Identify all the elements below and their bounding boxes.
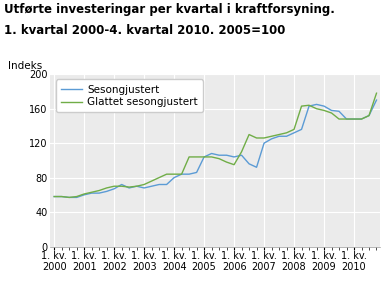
Glattet sesongjustert xyxy=(82,192,87,196)
Glattet sesongjustert xyxy=(262,136,267,140)
Sesongjustert xyxy=(217,154,222,157)
Glattet sesongjustert xyxy=(194,155,199,159)
Glattet sesongjustert xyxy=(292,128,296,131)
Glattet sesongjustert xyxy=(120,184,124,188)
Sesongjustert xyxy=(314,103,319,106)
Glattet sesongjustert xyxy=(97,189,102,192)
Glattet sesongjustert xyxy=(329,111,334,115)
Sesongjustert xyxy=(247,162,251,166)
Glattet sesongjustert xyxy=(352,117,356,121)
Sesongjustert xyxy=(157,183,161,186)
Glattet sesongjustert xyxy=(322,109,326,112)
Sesongjustert xyxy=(367,114,371,117)
Glattet sesongjustert xyxy=(344,117,349,121)
Sesongjustert xyxy=(374,98,379,102)
Glattet sesongjustert xyxy=(284,131,289,135)
Legend: Sesongjustert, Glattet sesongjustert: Sesongjustert, Glattet sesongjustert xyxy=(55,80,203,113)
Glattet sesongjustert xyxy=(269,135,274,138)
Sesongjustert xyxy=(307,104,311,108)
Sesongjustert xyxy=(59,195,64,198)
Sesongjustert xyxy=(284,135,289,138)
Glattet sesongjustert xyxy=(134,184,139,188)
Sesongjustert xyxy=(52,195,57,198)
Glattet sesongjustert xyxy=(59,195,64,198)
Text: Indeks: Indeks xyxy=(8,61,42,71)
Line: Sesongjustert: Sesongjustert xyxy=(54,100,376,198)
Sesongjustert xyxy=(254,165,259,169)
Line: Glattet sesongjustert: Glattet sesongjustert xyxy=(54,93,376,198)
Sesongjustert xyxy=(239,154,244,157)
Sesongjustert xyxy=(164,183,169,186)
Glattet sesongjustert xyxy=(277,133,281,136)
Sesongjustert xyxy=(269,137,274,141)
Glattet sesongjustert xyxy=(112,184,116,188)
Glattet sesongjustert xyxy=(314,107,319,110)
Sesongjustert xyxy=(74,196,79,199)
Glattet sesongjustert xyxy=(247,133,251,136)
Glattet sesongjustert xyxy=(142,183,146,186)
Glattet sesongjustert xyxy=(149,179,154,183)
Sesongjustert xyxy=(194,171,199,174)
Glattet sesongjustert xyxy=(374,91,379,95)
Sesongjustert xyxy=(120,183,124,186)
Glattet sesongjustert xyxy=(217,157,222,160)
Glattet sesongjustert xyxy=(67,196,71,199)
Glattet sesongjustert xyxy=(299,104,304,108)
Glattet sesongjustert xyxy=(127,185,132,189)
Text: Utførte investeringar per kvartal i kraftforsyning.: Utførte investeringar per kvartal i kraf… xyxy=(4,3,335,16)
Sesongjustert xyxy=(104,189,109,193)
Sesongjustert xyxy=(112,187,116,191)
Sesongjustert xyxy=(202,155,206,159)
Glattet sesongjustert xyxy=(232,163,236,166)
Sesongjustert xyxy=(352,117,356,121)
Sesongjustert xyxy=(172,176,177,179)
Glattet sesongjustert xyxy=(254,136,259,140)
Sesongjustert xyxy=(82,193,87,197)
Sesongjustert xyxy=(292,131,296,135)
Glattet sesongjustert xyxy=(202,155,206,159)
Glattet sesongjustert xyxy=(307,103,311,107)
Glattet sesongjustert xyxy=(209,155,214,159)
Text: 1. kvartal 2000-4. kvartal 2010. 2005=100: 1. kvartal 2000-4. kvartal 2010. 2005=10… xyxy=(4,24,285,37)
Glattet sesongjustert xyxy=(359,117,364,121)
Sesongjustert xyxy=(187,172,191,176)
Glattet sesongjustert xyxy=(239,150,244,154)
Glattet sesongjustert xyxy=(164,172,169,176)
Sesongjustert xyxy=(359,117,364,121)
Sesongjustert xyxy=(142,186,146,190)
Sesongjustert xyxy=(149,184,154,188)
Sesongjustert xyxy=(277,135,281,138)
Glattet sesongjustert xyxy=(224,160,229,164)
Sesongjustert xyxy=(97,191,102,195)
Glattet sesongjustert xyxy=(179,172,184,176)
Glattet sesongjustert xyxy=(52,195,57,198)
Glattet sesongjustert xyxy=(157,176,161,179)
Glattet sesongjustert xyxy=(74,195,79,198)
Sesongjustert xyxy=(344,117,349,121)
Sesongjustert xyxy=(299,128,304,131)
Sesongjustert xyxy=(127,186,132,190)
Sesongjustert xyxy=(209,152,214,155)
Sesongjustert xyxy=(329,109,334,112)
Glattet sesongjustert xyxy=(89,190,94,194)
Sesongjustert xyxy=(89,191,94,195)
Sesongjustert xyxy=(134,184,139,188)
Glattet sesongjustert xyxy=(337,117,341,121)
Sesongjustert xyxy=(262,141,267,145)
Sesongjustert xyxy=(67,196,71,199)
Glattet sesongjustert xyxy=(187,155,191,159)
Sesongjustert xyxy=(337,110,341,113)
Sesongjustert xyxy=(322,104,326,108)
Glattet sesongjustert xyxy=(367,114,371,117)
Sesongjustert xyxy=(179,172,184,176)
Sesongjustert xyxy=(224,154,229,157)
Sesongjustert xyxy=(232,155,236,159)
Glattet sesongjustert xyxy=(172,172,177,176)
Glattet sesongjustert xyxy=(104,186,109,190)
